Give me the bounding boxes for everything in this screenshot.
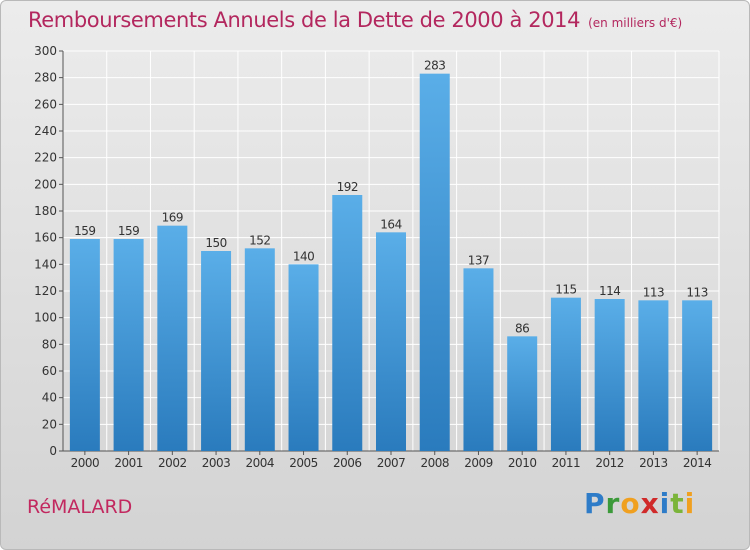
x-tick-label: 2009 [464,456,493,470]
y-tick-label: 240 [34,124,57,138]
y-tick-label: 120 [34,284,57,298]
bar-2009 [463,268,494,451]
bar-2010 [507,336,538,451]
bar-value-label: 164 [380,217,401,231]
bar-2001 [113,239,144,451]
x-tick-label: 2005 [289,456,318,470]
bar-2005 [288,264,319,451]
chart-unit-note: (en milliers d'€) [588,16,683,30]
x-tick-label: 2014 [683,456,712,470]
x-tick-label: 2007 [377,456,406,470]
x-tick-label: 2010 [508,456,537,470]
y-tick-label: 140 [34,257,57,271]
x-tick-label: 2001 [114,456,143,470]
x-tick-label: 2012 [595,456,624,470]
bar-value-label: 140 [293,249,314,263]
x-tick-label: 2006 [333,456,362,470]
bar-value-label: 159 [118,224,139,238]
bar-value-label: 150 [205,236,226,250]
y-tick-label: 220 [34,151,57,165]
bar-2006 [332,195,363,451]
bar-2002 [157,225,188,451]
bar-2003 [201,251,232,451]
x-tick-label: 2003 [202,456,231,470]
y-tick-label: 80 [42,337,57,351]
bar-2000 [69,239,100,451]
town-name: RéMALARD [27,496,133,518]
x-tick-label: 2002 [158,456,187,470]
labels: 159 2000 159 2001 169 2002 150 2003 152 2004 140 20… [71,59,712,470]
y-tick-label: 0 [49,444,57,458]
y-tick-label: 260 [34,97,57,111]
x-tick-label: 2008 [420,456,449,470]
y-tick-label: 180 [34,204,57,218]
x-tick-label: 2011 [552,456,581,470]
bar-value-label: 283 [424,59,445,73]
y-tick-label: 60 [42,364,57,378]
bar-value-label: 192 [337,180,358,194]
bar-2014 [682,300,713,451]
bar-value-label: 159 [74,224,95,238]
bar-2013 [638,300,669,451]
bar-2012 [594,299,625,451]
bar-2007 [376,232,406,451]
y-tick-label: 20 [42,417,57,431]
bar-value-label: 113 [686,285,707,299]
y-tick-label: 300 [34,44,57,58]
bar-2011 [550,297,581,451]
y-tick-label: 160 [34,231,57,245]
bars [69,73,713,452]
bar-value-label: 152 [249,233,270,247]
y-tick-label: 40 [42,391,57,405]
bar-2008 [419,73,450,452]
bar-value-label: 137 [468,253,489,267]
x-tick-label: 2013 [639,456,668,470]
bar-value-label: 115 [555,283,576,297]
bar-value-label: 114 [599,284,620,298]
chart-title-text: Remboursements Annuels de la Dette de 20… [28,8,581,32]
x-tick-label: 2000 [71,456,100,470]
bar-value-label: 169 [162,211,183,225]
y-tick-label: 200 [34,177,57,191]
y-tick-label: 280 [34,71,57,85]
chart-title: Remboursements Annuels de la Dette de 20… [28,8,682,32]
bar-2004 [244,248,275,451]
bar-value-label: 113 [643,285,664,299]
y-tick-label: 100 [34,311,57,325]
proxiti-logo: Proxiti [584,487,696,520]
bar-value-label: 86 [515,321,529,335]
x-tick-label: 2004 [246,456,275,470]
